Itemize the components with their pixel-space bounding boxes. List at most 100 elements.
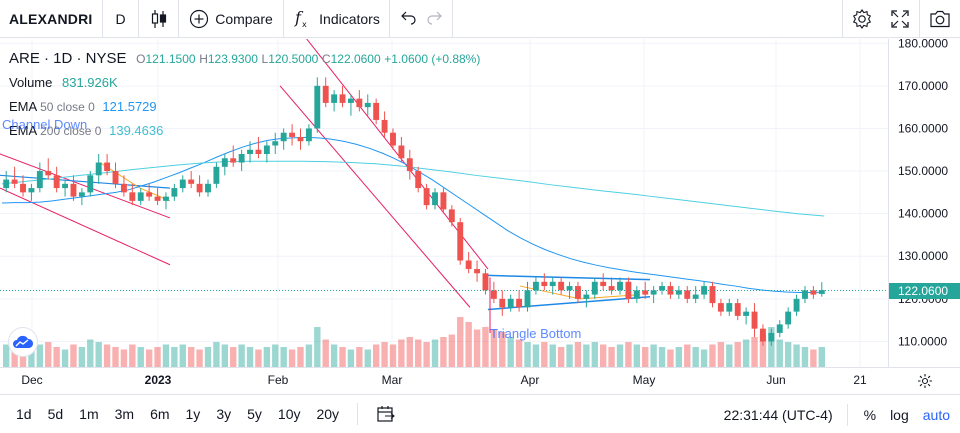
redo-icon[interactable] [425,10,443,28]
candle-body [743,311,750,316]
percent-scale-button[interactable]: % [863,406,877,423]
volume-bar [700,349,708,367]
range-5d-button[interactable]: 5d [47,406,64,422]
volume-bar [246,347,254,367]
ema50-line [1,136,825,293]
symbol-search-button[interactable]: ALEXANDRI [0,0,103,38]
legend-close-value: 122.0600 [330,52,381,66]
triangle-bottom-label[interactable]: Triangle Bottom [490,326,582,341]
range-1d-button[interactable]: 1d [16,406,32,422]
screenshot-button[interactable] [920,0,960,38]
price-axis[interactable]: 180.0000 170.0000 160.0000 150.0000 140.0000… [898,39,948,348]
range-20y-button[interactable]: 20y [316,406,340,422]
volume-bar [675,347,683,367]
price-tick-label: 140.0000 [898,207,948,221]
candle-body [423,188,430,206]
volume-bar [566,344,573,367]
volume-bar [70,344,77,367]
price-chart[interactable]: 180.0000 170.0000 160.0000 150.0000 140.0000… [0,39,960,394]
range-6m-button[interactable]: 6m [150,406,170,422]
volume-bar [490,329,498,367]
candle-body [490,290,497,299]
volume-bar [204,347,212,367]
range-1y-button[interactable]: 1y [185,406,201,422]
indicators-button[interactable]: f x Indicators [284,0,390,38]
candle-body [642,290,649,295]
volume-bar [280,347,287,367]
goto-date-button[interactable] [368,395,404,433]
volume-bar [532,344,540,367]
candle-body [171,188,178,197]
candle-body [633,290,640,299]
downtrend-line-upper [306,39,489,270]
volume-bar [431,339,439,367]
volume-bar [742,339,750,367]
time-tick-label: Dec [21,373,42,387]
volume-bar [734,342,741,367]
candle-body [457,222,464,261]
volume-bar [347,349,355,367]
interval-button[interactable]: D [103,0,139,38]
candle-body [11,179,18,184]
volume-bar [423,342,430,367]
clock-timezone[interactable]: 22:31:44 (UTC-4) [723,406,833,423]
legend-volume-row[interactable]: Volume 831.926K [9,71,480,95]
channel-down-label[interactable]: Channel Down [2,117,88,132]
candle-body [692,294,699,299]
volume-bar [288,349,296,367]
candle-body [625,281,632,299]
range-3y-button[interactable]: 3y [216,406,232,422]
candle-body [751,311,758,329]
fullscreen-button[interactable] [881,0,919,38]
volume-bar [768,327,775,367]
candle-body [802,290,808,299]
volume-bar [112,347,119,367]
time-tick-label: Feb [268,373,289,387]
chart-pane[interactable]: 180.0000 170.0000 160.0000 150.0000 140.0000… [0,39,960,394]
legend-ema200-row[interactable]: EMA 200 close 0 139.4636 [9,119,480,143]
undo-redo-group [390,0,453,38]
candle-body [305,128,312,142]
settings-button[interactable] [843,0,881,38]
tradingview-logo[interactable] [8,327,38,357]
chart-type-button[interactable] [139,0,179,38]
candle-body [532,281,539,291]
log-scale-button[interactable]: log [890,406,909,423]
undo-icon[interactable] [400,10,418,28]
candle-body [163,196,169,201]
range-5y-button[interactable]: 5y [247,406,262,422]
volume-bar [305,344,313,367]
toolbar-separator [842,0,843,38]
volume-bar [297,347,304,367]
time-axis[interactable]: Dec 2023 Feb Mar Apr May Jun 21 [21,373,867,387]
volume-bar [625,342,632,367]
volume-bar [238,344,245,367]
legend-open-label: O [136,52,146,66]
range-10y-button[interactable]: 10y [277,406,301,422]
legend-main-row[interactable]: ARE · 1D · NYSE O121.1500 H123.9300 L120… [9,47,480,71]
candle-body [600,281,607,287]
volume-bar [818,347,825,367]
volume-bar [759,334,767,367]
auto-scale-button[interactable]: auto [922,406,950,423]
chart-legend: ARE · 1D · NYSE O121.1500 H123.9300 L120… [9,47,480,143]
compare-button[interactable]: Compare [179,0,284,38]
chart-settings-icon[interactable] [918,374,932,388]
range-3m-button[interactable]: 3m [114,406,135,422]
volume-bar [87,339,94,367]
candle-body [591,281,598,295]
volume-bar [507,337,514,367]
volume-bar [19,349,27,367]
legend-high-label: H [199,52,208,66]
volume-bar [776,339,783,367]
candle-body [684,290,691,299]
volume-bar [398,339,405,367]
range-1m-button[interactable]: 1m [79,406,99,422]
volume-bar [574,342,582,367]
legend-ema50-row[interactable]: EMA 50 close 0 121.5729 [9,95,480,119]
volume-bar [633,344,641,367]
volume-bar [145,349,153,367]
candle-body [45,171,52,176]
candle-body [137,192,144,201]
candle-body [558,281,565,291]
